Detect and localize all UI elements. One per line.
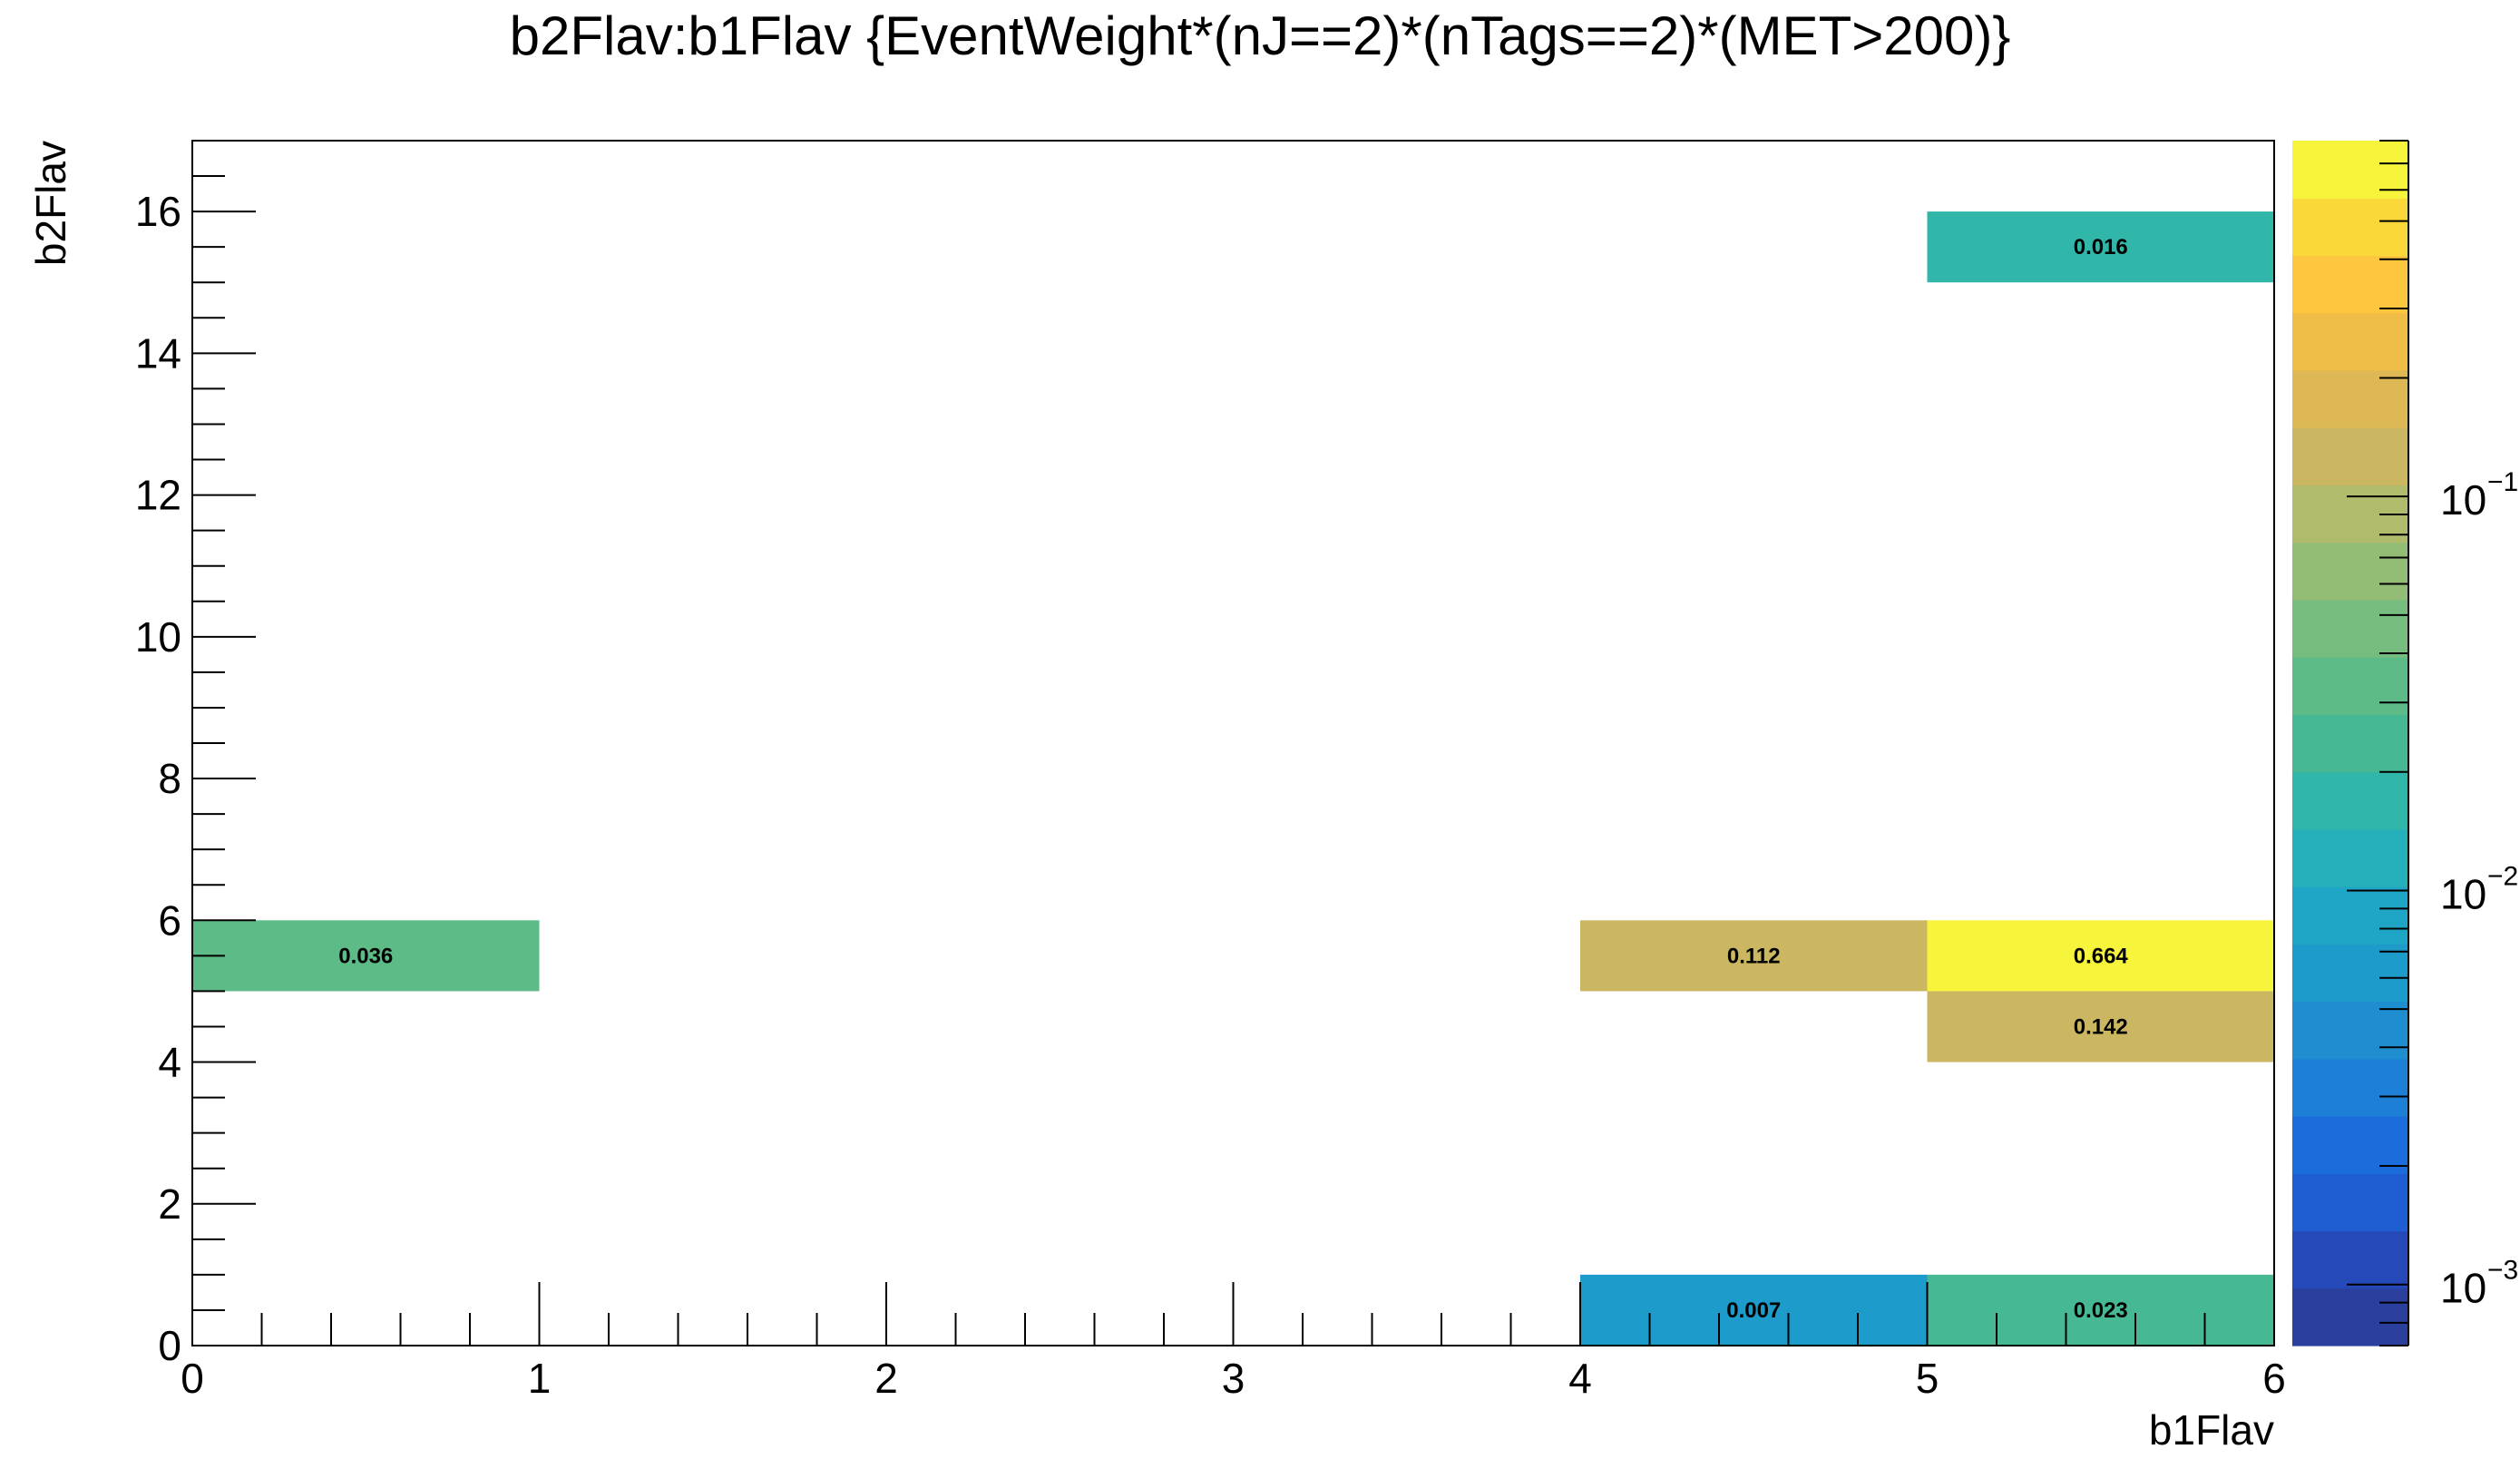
y-tick-label: 16 (135, 188, 181, 235)
plot-frame (191, 140, 2275, 1346)
x-tick-label: 0 (181, 1355, 204, 1402)
colorbar-segment (2292, 1116, 2408, 1174)
cells-layer: 0.036 0.112 0.664 0.142 0.016 0.007 0.023 (192, 211, 2274, 1346)
colorbar-segment (2292, 427, 2408, 486)
x-axis-label: b1Flav (2149, 1406, 2274, 1454)
heatmap-cell (192, 920, 540, 992)
cell-value-label: 0.036 (338, 944, 393, 968)
y-tick-label: 4 (158, 1039, 181, 1086)
heatmap-cell (1927, 991, 2274, 1062)
cell-value-label: 0.664 (2074, 944, 2129, 968)
heatmap-cell (1580, 920, 1928, 992)
heatmap-cell (1580, 1274, 1928, 1346)
colorbar-tick-exponent: −2 (2487, 861, 2518, 891)
y-tick-label: 6 (158, 896, 181, 944)
colorbar-segment (2292, 657, 2408, 715)
y-tick-label: 14 (135, 329, 181, 377)
colorbar-segment (2292, 542, 2408, 601)
cell-value-label: 0.142 (2074, 1014, 2128, 1039)
colorbar-tick-exponent: −1 (2487, 467, 2518, 497)
cell-value-label: 0.007 (1726, 1298, 1781, 1323)
x-tick-label: 2 (874, 1355, 898, 1402)
y-axis-label: b2Flav (27, 141, 74, 266)
x-tick-label: 5 (1916, 1355, 1939, 1402)
colorbar-segment (2292, 198, 2408, 257)
x-axis: 0 1 2 3 4 5 6 (181, 1282, 2286, 1402)
colorbar-segment (2292, 1001, 2408, 1060)
colorbar-segment (2292, 828, 2408, 887)
colorbar-segment (2292, 141, 2408, 199)
y-tick-label: 2 (158, 1180, 181, 1228)
colorbar-segment (2292, 1230, 2408, 1289)
cell-value-label: 0.023 (2074, 1298, 2128, 1323)
y-tick-label: 0 (158, 1322, 181, 1369)
y-tick-label: 12 (135, 472, 181, 519)
colorbar-tick-base: 10 (2440, 870, 2486, 917)
colorbar-segment (2292, 771, 2408, 830)
cell-value-label: 0.112 (1727, 944, 1781, 968)
colorbar-segment (2292, 369, 2408, 428)
colorbar-segment (2292, 886, 2408, 945)
colorbar-tick-base: 10 (2440, 1265, 2486, 1312)
colorbar-segment (2292, 312, 2408, 371)
colorbar: 10−110−210−3 (2292, 140, 2518, 1346)
y-tick-label: 10 (135, 613, 181, 661)
colorbar-segment (2292, 944, 2408, 1003)
x-tick-label: 4 (1568, 1355, 1592, 1402)
colorbar-segment (2292, 1058, 2408, 1117)
y-tick-label: 8 (158, 755, 181, 802)
colorbar-tick-base: 10 (2440, 476, 2486, 524)
colorbar-tick-exponent: −3 (2487, 1256, 2518, 1286)
x-tick-label: 6 (2262, 1355, 2286, 1402)
y-axis: 0 2 4 6 8 10 12 14 16 (135, 140, 256, 1369)
colorbar-segment (2292, 599, 2408, 658)
colorbar-segment (2292, 1288, 2408, 1346)
colorbar-segment (2292, 1173, 2408, 1232)
x-tick-label: 1 (528, 1355, 552, 1402)
colorbar-segment (2292, 255, 2408, 314)
chart-title: b2Flav:b1Flav {EventWeight*(nJ==2)*(nTag… (510, 5, 2011, 66)
x-tick-label: 3 (1222, 1355, 1245, 1402)
heatmap-cell (1927, 1274, 2274, 1346)
colorbar-segment (2292, 714, 2408, 773)
heatmap-cell (1927, 920, 2274, 992)
heatmap-cell (1927, 211, 2274, 283)
cell-value-label: 0.016 (2074, 235, 2128, 259)
